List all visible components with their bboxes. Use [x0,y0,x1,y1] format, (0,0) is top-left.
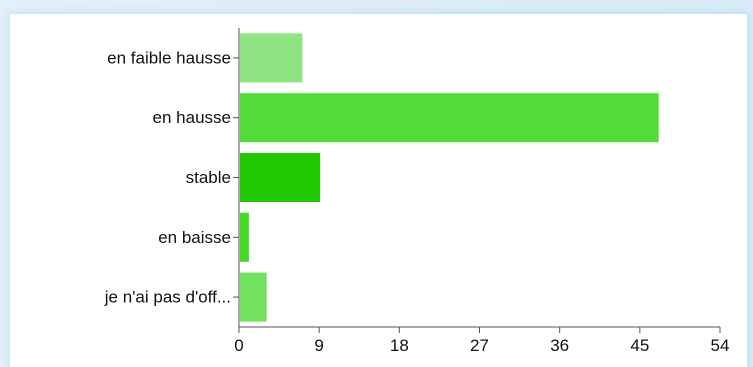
category-label-1: en hausse [153,108,231,127]
x-tick-label-4: 36 [550,336,569,355]
bar-4 [240,272,267,322]
bar-2 [240,152,321,203]
bar-0 [240,33,303,83]
bar-3 [240,212,249,262]
category-label-2: stable [186,168,231,187]
category-label-3: en baisse [158,228,231,247]
bar-1 [240,93,659,143]
x-tick-label-6: 54 [711,336,730,355]
x-tick-label-0: 0 [234,336,243,355]
category-label-0: en faible hausse [107,48,231,67]
x-tick-label-1: 9 [314,336,323,355]
chart-card [10,14,747,367]
x-tick-label-2: 18 [390,336,409,355]
x-tick-label-3: 27 [470,336,489,355]
x-tick-label-5: 45 [630,336,649,355]
category-label-4: je n'ai pas d'off... [104,288,231,307]
